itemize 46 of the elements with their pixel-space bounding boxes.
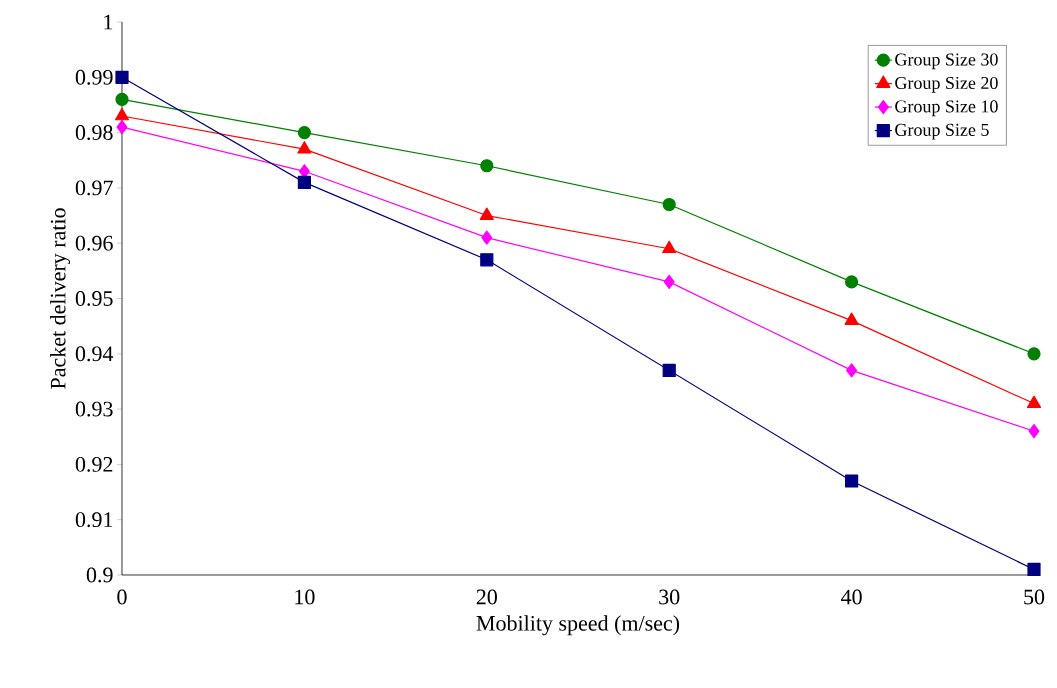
y-tick-label: 0.95	[75, 291, 113, 306]
y-tick-label: 0.98	[75, 125, 113, 141]
legend-label: Group Size 20	[895, 76, 998, 93]
y-tick-label: 0.9	[86, 567, 113, 583]
point	[297, 125, 311, 140]
y-tick-label: 0.94	[75, 346, 114, 362]
point	[115, 92, 129, 107]
x-tick-label: 30	[659, 589, 680, 605]
point	[1028, 424, 1040, 439]
x-tick-label: 40	[841, 589, 862, 605]
y-axis-title: Packet delivery ratio	[50, 208, 71, 389]
y-tick-label: 0.99	[75, 69, 113, 85]
point	[297, 175, 311, 189]
point	[845, 474, 859, 488]
point	[297, 141, 312, 154]
point	[1027, 347, 1041, 361]
point	[480, 159, 494, 173]
point	[846, 363, 858, 378]
x-tick-label: 0	[117, 589, 127, 605]
point	[114, 107, 130, 121]
point	[845, 275, 859, 289]
legend-label: Group Size 10	[895, 100, 998, 117]
point	[1026, 395, 1042, 408]
y-tick-label: 1	[104, 14, 113, 30]
point	[479, 207, 494, 220]
point	[663, 274, 675, 290]
point	[116, 119, 128, 135]
point	[1027, 562, 1041, 577]
point	[662, 363, 676, 377]
y-tick-label: 0.97	[75, 180, 113, 196]
legend-label: Group Size 30	[895, 53, 998, 70]
point	[844, 312, 859, 325]
point	[662, 240, 677, 254]
point	[662, 197, 676, 212]
x-tick-label: 10	[295, 589, 315, 605]
point	[115, 70, 129, 84]
y-tick-label: 0.91	[75, 512, 113, 528]
x-tick-label: 50	[1024, 589, 1045, 605]
y-tick-label: 0.92	[75, 456, 113, 472]
y-tick-label: 0.96	[75, 235, 113, 251]
x-axis-title: Mobility speed (m/sec)	[476, 615, 680, 636]
x-tick-label: 20	[476, 589, 497, 605]
point	[481, 230, 493, 245]
y-tick-label: 0.93	[75, 401, 113, 417]
point	[480, 253, 494, 267]
legend-label: Group Size 5	[895, 123, 989, 140]
